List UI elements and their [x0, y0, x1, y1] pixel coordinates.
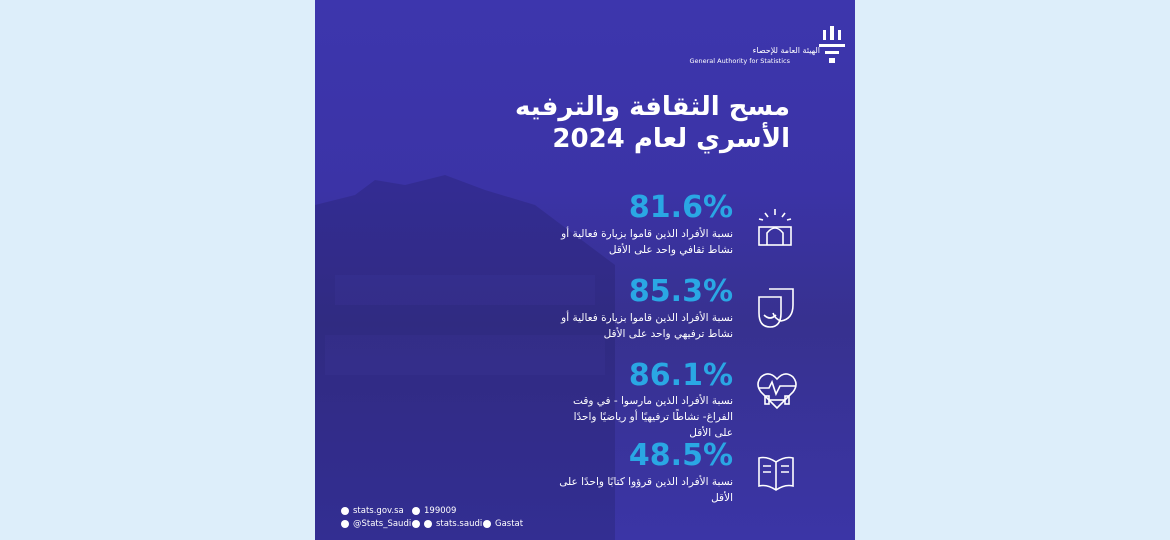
heart-fitness-icon — [757, 373, 797, 410]
stat-value: 48.5% — [628, 438, 733, 473]
youtube-text: Gastat — [495, 519, 524, 529]
org-name-en: General Authority for Statistics — [689, 57, 790, 65]
stat-label: نسبة الأفراد الذين قاموا بزيارة فعالية أ… — [561, 228, 733, 256]
website-text: stats.gov.sa — [353, 506, 404, 516]
logo — [819, 26, 845, 63]
stat-value: 85.3% — [628, 274, 733, 309]
title-line-1: مسح الثقافة والترفيه — [515, 92, 790, 122]
phone-text: 199009 — [424, 506, 457, 516]
book-icon — [758, 456, 794, 491]
title-line-2: الأسري لعام 2024 — [552, 124, 790, 154]
infographic: الهيئة العامة للإحصاء General Authority … — [315, 0, 855, 540]
stat-label: نسبة الأفراد الذين قاموا بزيارة فعالية أ… — [561, 312, 733, 340]
website: stats.gov.sa — [341, 506, 404, 516]
instagram-text: stats.saudi — [436, 519, 483, 529]
instagram: stats.saudi — [412, 519, 482, 529]
org-name-ar: الهيئة العامة للإحصاء — [752, 46, 820, 55]
background-photo — [315, 175, 615, 540]
phone: 199009 — [412, 506, 456, 516]
masks-icon — [758, 288, 794, 328]
theater-icon — [758, 209, 792, 246]
stat-label: نسبة الأفراد الذين قرؤوا كتابًا واحدًا ع… — [559, 476, 733, 504]
stat-value: 86.1% — [628, 358, 733, 393]
stat-value: 81.6% — [628, 190, 733, 225]
twitter-text: @Stats_Saudi — [353, 519, 412, 529]
stat-label: نسبة الأفراد الذين مارسوا - في وقت الفرا… — [573, 395, 733, 439]
youtube: Gastat — [483, 519, 523, 529]
twitter: @Stats_Saudi — [341, 519, 411, 529]
